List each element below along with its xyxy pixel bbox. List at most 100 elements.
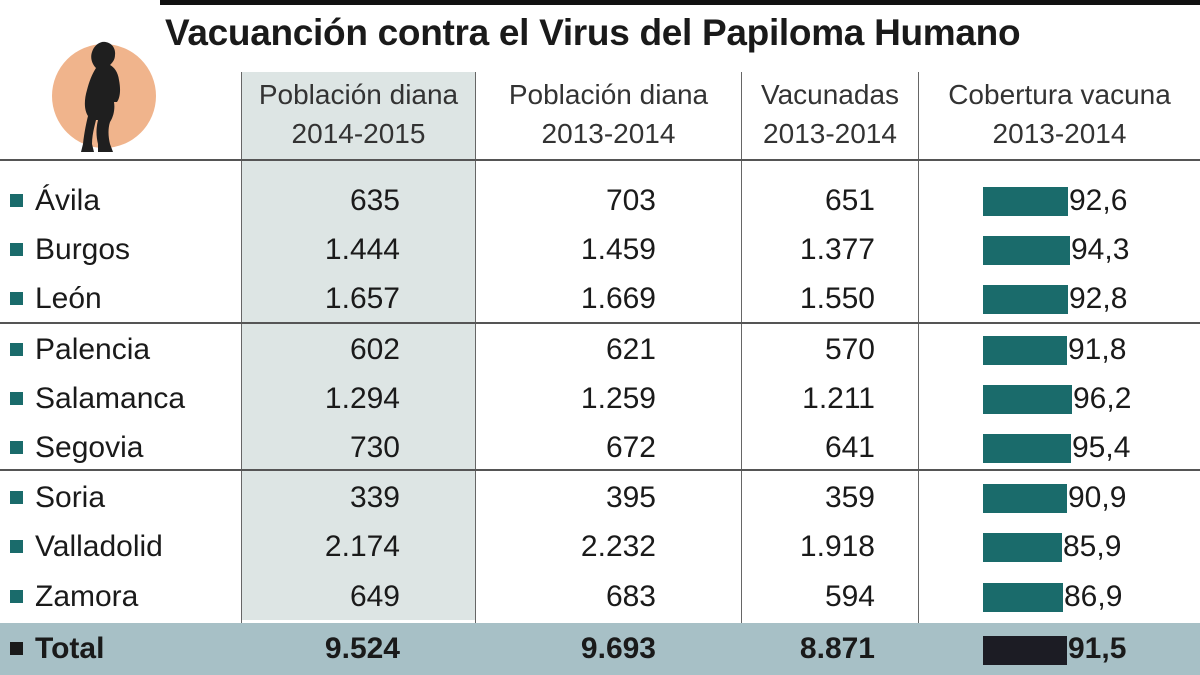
- column-header-line2: 2013-2014: [763, 118, 897, 149]
- group-separator: [0, 322, 1200, 324]
- vacunadas-cell: 1.918: [799, 530, 875, 563]
- bullet-icon: [10, 392, 23, 405]
- poblacion-2013-2014-cell: 1.259: [580, 382, 656, 415]
- coverage-value: 92,8: [1069, 282, 1128, 315]
- column-divider: [241, 72, 242, 675]
- coverage-bar: [983, 385, 1072, 414]
- column-header-line1: Población diana: [508, 79, 709, 110]
- province-cell: León: [10, 274, 102, 323]
- coverage-value: 91,5: [1068, 632, 1127, 665]
- bullet-icon: [10, 540, 23, 553]
- vacunadas-cell: 641: [824, 431, 875, 464]
- group-separator: [0, 469, 1200, 471]
- table-row: Soria 339 395 359 90,9: [0, 473, 1200, 522]
- coverage-value: 86,9: [1064, 580, 1123, 613]
- coverage-bar: [983, 434, 1071, 463]
- province-cell: Burgos: [10, 225, 130, 274]
- province-label: Zamora: [35, 580, 139, 613]
- column-header-line1: Cobertura vacuna: [948, 79, 1171, 110]
- table-row: Valladolid 2.174 2.232 1.918 85,9: [0, 522, 1200, 571]
- column-divider: [918, 72, 919, 675]
- bullet-icon: [10, 491, 23, 504]
- bullet-icon: [10, 343, 23, 356]
- coverage-value: 96,2: [1073, 382, 1132, 415]
- poblacion-2014-2015-cell: 1.294: [324, 382, 400, 415]
- poblacion-2013-2014-cell: 1.669: [580, 282, 656, 315]
- province-cell: Segovia: [10, 423, 143, 472]
- coverage-value: 85,9: [1063, 530, 1122, 563]
- vacunadas-cell: 594: [824, 580, 875, 613]
- coverage-bar: [983, 236, 1070, 265]
- poblacion-2014-2015-cell: 602: [349, 333, 400, 366]
- province-label: Ávila: [35, 184, 101, 217]
- poblacion-2014-2015-cell: 730: [349, 431, 400, 464]
- poblacion-2014-2015-cell: 635: [349, 184, 400, 217]
- coverage-value: 94,3: [1071, 233, 1130, 266]
- coverage-bar: [983, 636, 1067, 665]
- poblacion-2013-2014-cell: 9.693: [580, 632, 656, 665]
- province-label: León: [35, 282, 102, 315]
- bullet-icon: [10, 292, 23, 305]
- coverage-bar: [983, 336, 1067, 365]
- top-rule: [160, 0, 1200, 5]
- vacunadas-cell: 570: [824, 333, 875, 366]
- coverage-bar: [983, 583, 1063, 612]
- coverage-value: 95,4: [1072, 431, 1131, 464]
- vacunadas-cell: 8.871: [799, 632, 875, 665]
- poblacion-2013-2014-cell: 703: [605, 184, 656, 217]
- poblacion-2013-2014-cell: 395: [605, 481, 656, 514]
- chart-title: Vacuanción contra el Virus del Papiloma …: [165, 12, 1021, 53]
- bullet-icon: [10, 590, 23, 603]
- province-cell: Zamora: [10, 572, 138, 621]
- column-divider: [741, 72, 742, 675]
- vacunadas-cell: 651: [824, 184, 875, 217]
- poblacion-2014-2015-cell: 649: [349, 580, 400, 613]
- table-row: Burgos 1.444 1.459 1.377 94,3: [0, 225, 1200, 274]
- bullet-icon: [10, 642, 23, 655]
- table-row: Ávila 635 703 651 92,6: [0, 176, 1200, 225]
- column-header-line2: 2013-2014: [541, 118, 676, 149]
- poblacion-2013-2014-cell: 672: [605, 431, 656, 464]
- bullet-icon: [10, 243, 23, 256]
- province-cell: Valladolid: [10, 522, 163, 571]
- poblacion-2013-2014-cell: 2.232: [580, 530, 656, 563]
- coverage-bar: [983, 187, 1068, 216]
- table-row: Segovia 730 672 641 95,4: [0, 423, 1200, 472]
- poblacion-2013-2014-cell: 1.459: [580, 233, 656, 266]
- highlighted-column-background: [242, 72, 475, 620]
- vacunadas-cell: 1.377: [799, 233, 875, 266]
- column-header-poblacion-2013-2014: Población diana 2013-2014: [476, 74, 741, 154]
- province-label: Salamanca: [35, 382, 186, 415]
- bullet-icon: [10, 194, 23, 207]
- column-header-line1: Vacunadas: [760, 79, 900, 110]
- province-cell: Palencia: [10, 325, 150, 374]
- poblacion-2014-2015-cell: 1.444: [324, 233, 400, 266]
- coverage-value: 90,9: [1068, 481, 1127, 514]
- woman-silhouette-icon: [50, 40, 160, 155]
- coverage-value: 92,6: [1069, 184, 1128, 217]
- province-label: Segovia: [35, 431, 144, 464]
- total-row: Total 9.524 9.693 8.871 91,5: [0, 624, 1200, 673]
- province-label: Palencia: [35, 333, 151, 366]
- poblacion-2014-2015-cell: 2.174: [324, 530, 400, 563]
- province-label: Valladolid: [35, 530, 163, 563]
- column-header-line2: 2014-2015: [291, 118, 426, 149]
- coverage-bar: [983, 484, 1067, 513]
- province-label: Total: [35, 632, 105, 665]
- vacunadas-cell: 1.211: [802, 382, 875, 415]
- column-header-cobertura: Cobertura vacuna 2013-2014: [919, 74, 1200, 154]
- table-row: Zamora 649 683 594 86,9: [0, 572, 1200, 621]
- table-row: Salamanca 1.294 1.259 1.211 96,2: [0, 374, 1200, 423]
- province-label: Burgos: [35, 233, 131, 266]
- header-separator: [0, 159, 1200, 161]
- province-cell: Total: [10, 624, 104, 673]
- poblacion-2013-2014-cell: 683: [605, 580, 656, 613]
- vacunadas-cell: 1.550: [799, 282, 875, 315]
- column-header-line2: 2013-2014: [992, 118, 1127, 149]
- table-row: Palencia 602 621 570 91,8: [0, 325, 1200, 374]
- poblacion-2014-2015-cell: 339: [349, 481, 400, 514]
- coverage-value: 91,8: [1068, 333, 1127, 366]
- coverage-bar: [983, 533, 1062, 562]
- province-cell: Salamanca: [10, 374, 185, 423]
- province-label: Soria: [35, 481, 106, 514]
